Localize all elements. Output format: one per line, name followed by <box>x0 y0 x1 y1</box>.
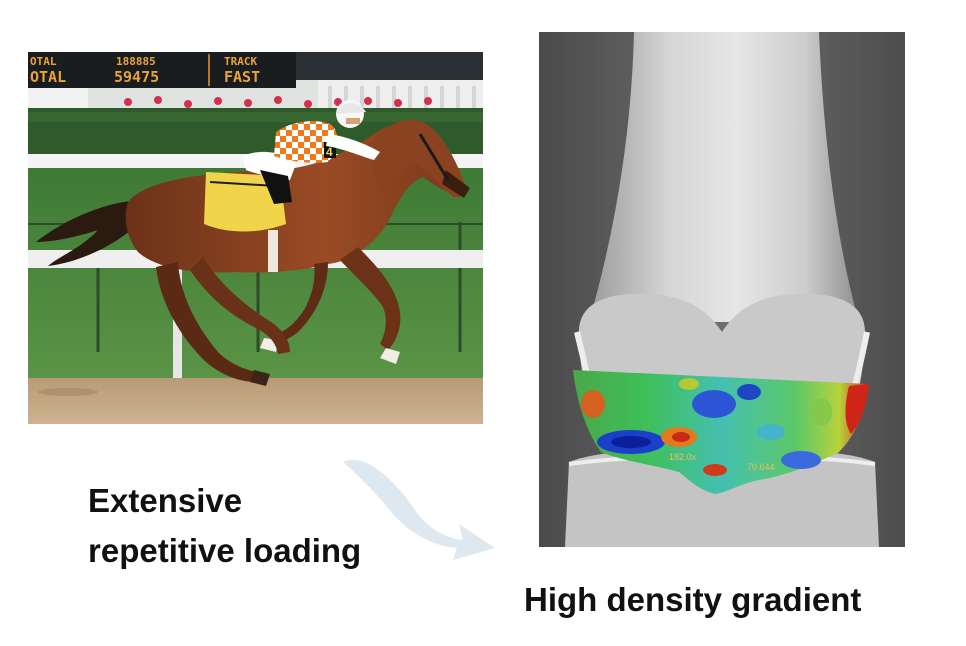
racehorse-illustration: OTAL 188885 TRACK OTAL 59475 FAST <box>28 52 483 424</box>
tote-row2-col1: OTAL <box>30 68 66 86</box>
heatmap-label-1: 182.0x <box>669 452 697 462</box>
tote-row2-col2: 59475 <box>114 68 159 86</box>
jockey: 4 <box>243 100 380 204</box>
tote-row1-col3: TRACK <box>224 55 257 68</box>
tote-board: OTAL 188885 TRACK OTAL 59475 FAST <box>28 52 483 88</box>
tote-row1-col2: 188885 <box>116 55 156 68</box>
racehorse-photo: OTAL 188885 TRACK OTAL 59475 FAST <box>28 52 483 424</box>
caption-density: High density gradient <box>524 581 862 618</box>
caption-loading-line1: Extensive <box>88 482 243 519</box>
tote-row2-col3: FAST <box>224 68 260 86</box>
xray-illustration: 182.0x 70.644 <box>539 32 905 547</box>
caption-loading: Extensive repetitive loading <box>88 476 361 576</box>
saddle-number: 4 <box>326 145 333 159</box>
curved-arrow-icon <box>343 459 495 560</box>
caption-loading-line2: repetitive loading <box>88 532 362 569</box>
knee-xray-image: 182.0x 70.644 <box>539 32 905 547</box>
density-heatmap: 182.0x 70.644 <box>573 370 869 494</box>
tote-row1-col1: OTAL <box>30 55 57 68</box>
heatmap-label-2: 70.644 <box>747 462 775 472</box>
